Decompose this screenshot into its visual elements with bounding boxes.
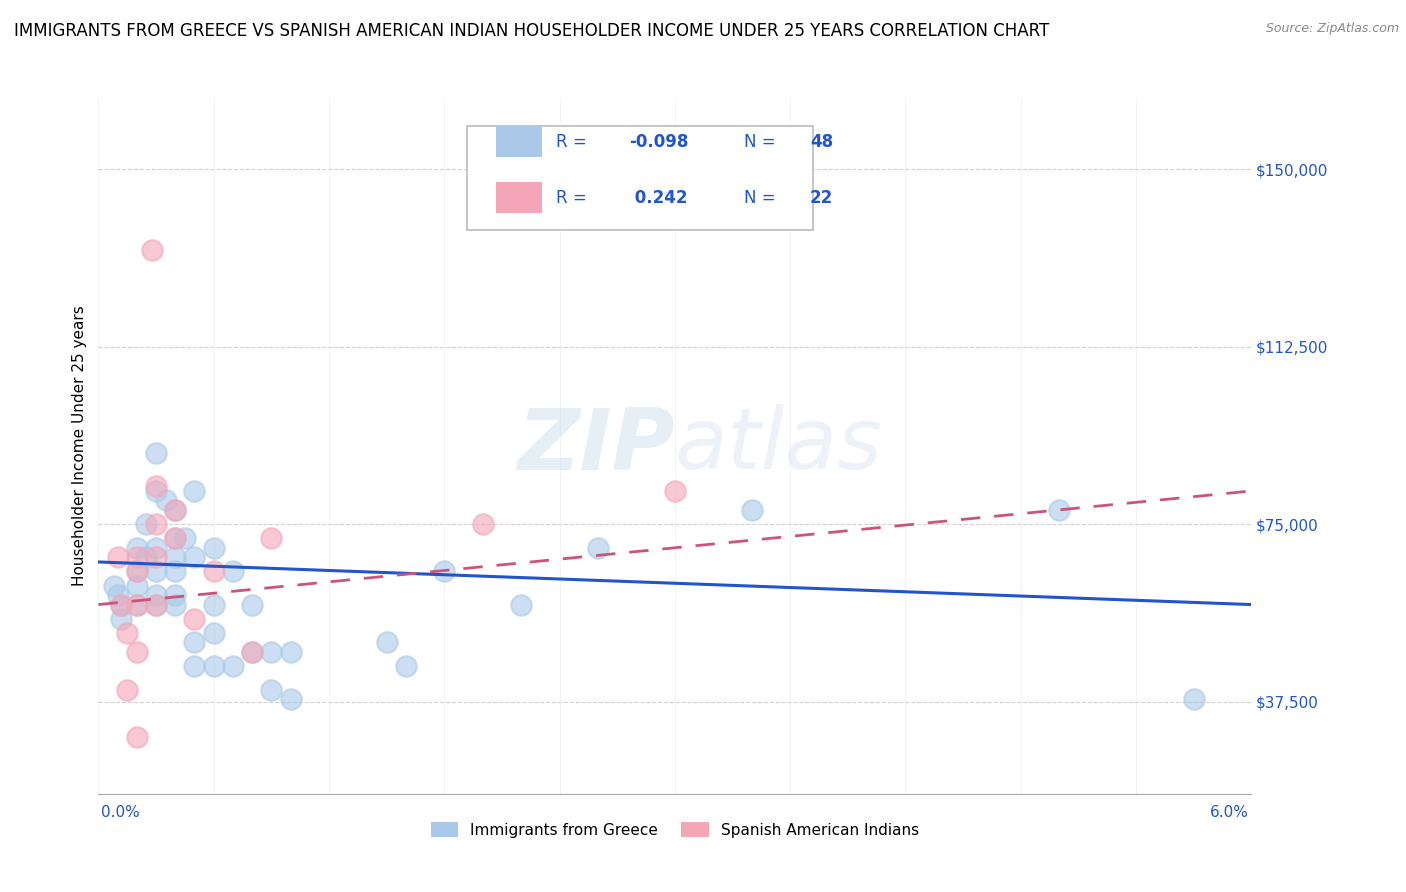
Point: [145, 598, 167, 612]
Point: [202, 659, 225, 673]
Point: [375, 635, 398, 649]
Text: N =: N =: [744, 188, 780, 207]
Point: [664, 483, 686, 498]
Point: [125, 579, 148, 593]
Point: [125, 598, 148, 612]
Point: [145, 541, 167, 555]
Text: -0.098: -0.098: [628, 133, 688, 151]
Point: [510, 598, 533, 612]
Point: [125, 598, 148, 612]
Point: [125, 730, 148, 744]
Point: [183, 635, 205, 649]
Point: [145, 446, 167, 460]
Point: [145, 588, 167, 602]
Point: [165, 503, 187, 517]
Point: [125, 565, 148, 579]
Point: [471, 517, 494, 532]
Point: [165, 550, 187, 565]
Text: 6.0%: 6.0%: [1209, 805, 1249, 820]
Text: R =: R =: [557, 188, 592, 207]
Text: R =: R =: [557, 133, 592, 151]
Point: [1047, 503, 1070, 517]
Point: [280, 692, 302, 706]
Text: ZIP: ZIP: [517, 404, 675, 488]
Point: [165, 503, 187, 517]
Point: [183, 550, 205, 565]
Point: [125, 541, 148, 555]
Point: [125, 565, 148, 579]
Point: [240, 598, 263, 612]
Point: [260, 645, 283, 659]
Point: [741, 503, 763, 517]
Point: [165, 531, 187, 545]
Point: [103, 579, 125, 593]
Text: atlas: atlas: [675, 404, 883, 488]
Point: [141, 243, 163, 257]
Point: [145, 517, 167, 532]
Point: [202, 626, 225, 640]
Point: [135, 550, 157, 565]
Point: [145, 565, 167, 579]
Point: [110, 598, 132, 612]
Point: [110, 612, 132, 626]
Legend: Immigrants from Greece, Spanish American Indians: Immigrants from Greece, Spanish American…: [423, 814, 927, 846]
Point: [183, 483, 205, 498]
Point: [145, 598, 167, 612]
Text: 0.0%: 0.0%: [101, 805, 141, 820]
Point: [222, 659, 245, 673]
Point: [135, 517, 157, 532]
Point: [240, 645, 263, 659]
Point: [107, 550, 129, 565]
Point: [202, 598, 225, 612]
Point: [107, 588, 129, 602]
Point: [183, 659, 205, 673]
FancyBboxPatch shape: [467, 126, 813, 230]
Bar: [496, 126, 543, 157]
Point: [125, 550, 148, 565]
Bar: [496, 182, 543, 213]
Text: 0.242: 0.242: [628, 188, 688, 207]
Point: [145, 479, 167, 493]
Text: N =: N =: [744, 133, 780, 151]
Point: [433, 565, 456, 579]
Point: [202, 541, 225, 555]
Point: [260, 682, 283, 697]
Point: [110, 598, 132, 612]
Point: [117, 682, 139, 697]
Text: 48: 48: [810, 133, 832, 151]
Point: [155, 493, 177, 508]
Point: [145, 483, 167, 498]
Point: [117, 626, 139, 640]
Point: [125, 645, 148, 659]
Text: IMMIGRANTS FROM GREECE VS SPANISH AMERICAN INDIAN HOUSEHOLDER INCOME UNDER 25 YE: IMMIGRANTS FROM GREECE VS SPANISH AMERIC…: [14, 22, 1049, 40]
Point: [202, 565, 225, 579]
Point: [222, 565, 245, 579]
Point: [395, 659, 418, 673]
Point: [174, 531, 197, 545]
Point: [586, 541, 609, 555]
Y-axis label: Householder Income Under 25 years: Householder Income Under 25 years: [72, 306, 87, 586]
Point: [280, 645, 302, 659]
Point: [145, 550, 167, 565]
Point: [260, 531, 283, 545]
Text: 22: 22: [810, 188, 832, 207]
Point: [165, 588, 187, 602]
Point: [1182, 692, 1205, 706]
Point: [240, 645, 263, 659]
Point: [165, 598, 187, 612]
Text: Source: ZipAtlas.com: Source: ZipAtlas.com: [1265, 22, 1399, 36]
Point: [183, 612, 205, 626]
Point: [165, 531, 187, 545]
Point: [165, 565, 187, 579]
